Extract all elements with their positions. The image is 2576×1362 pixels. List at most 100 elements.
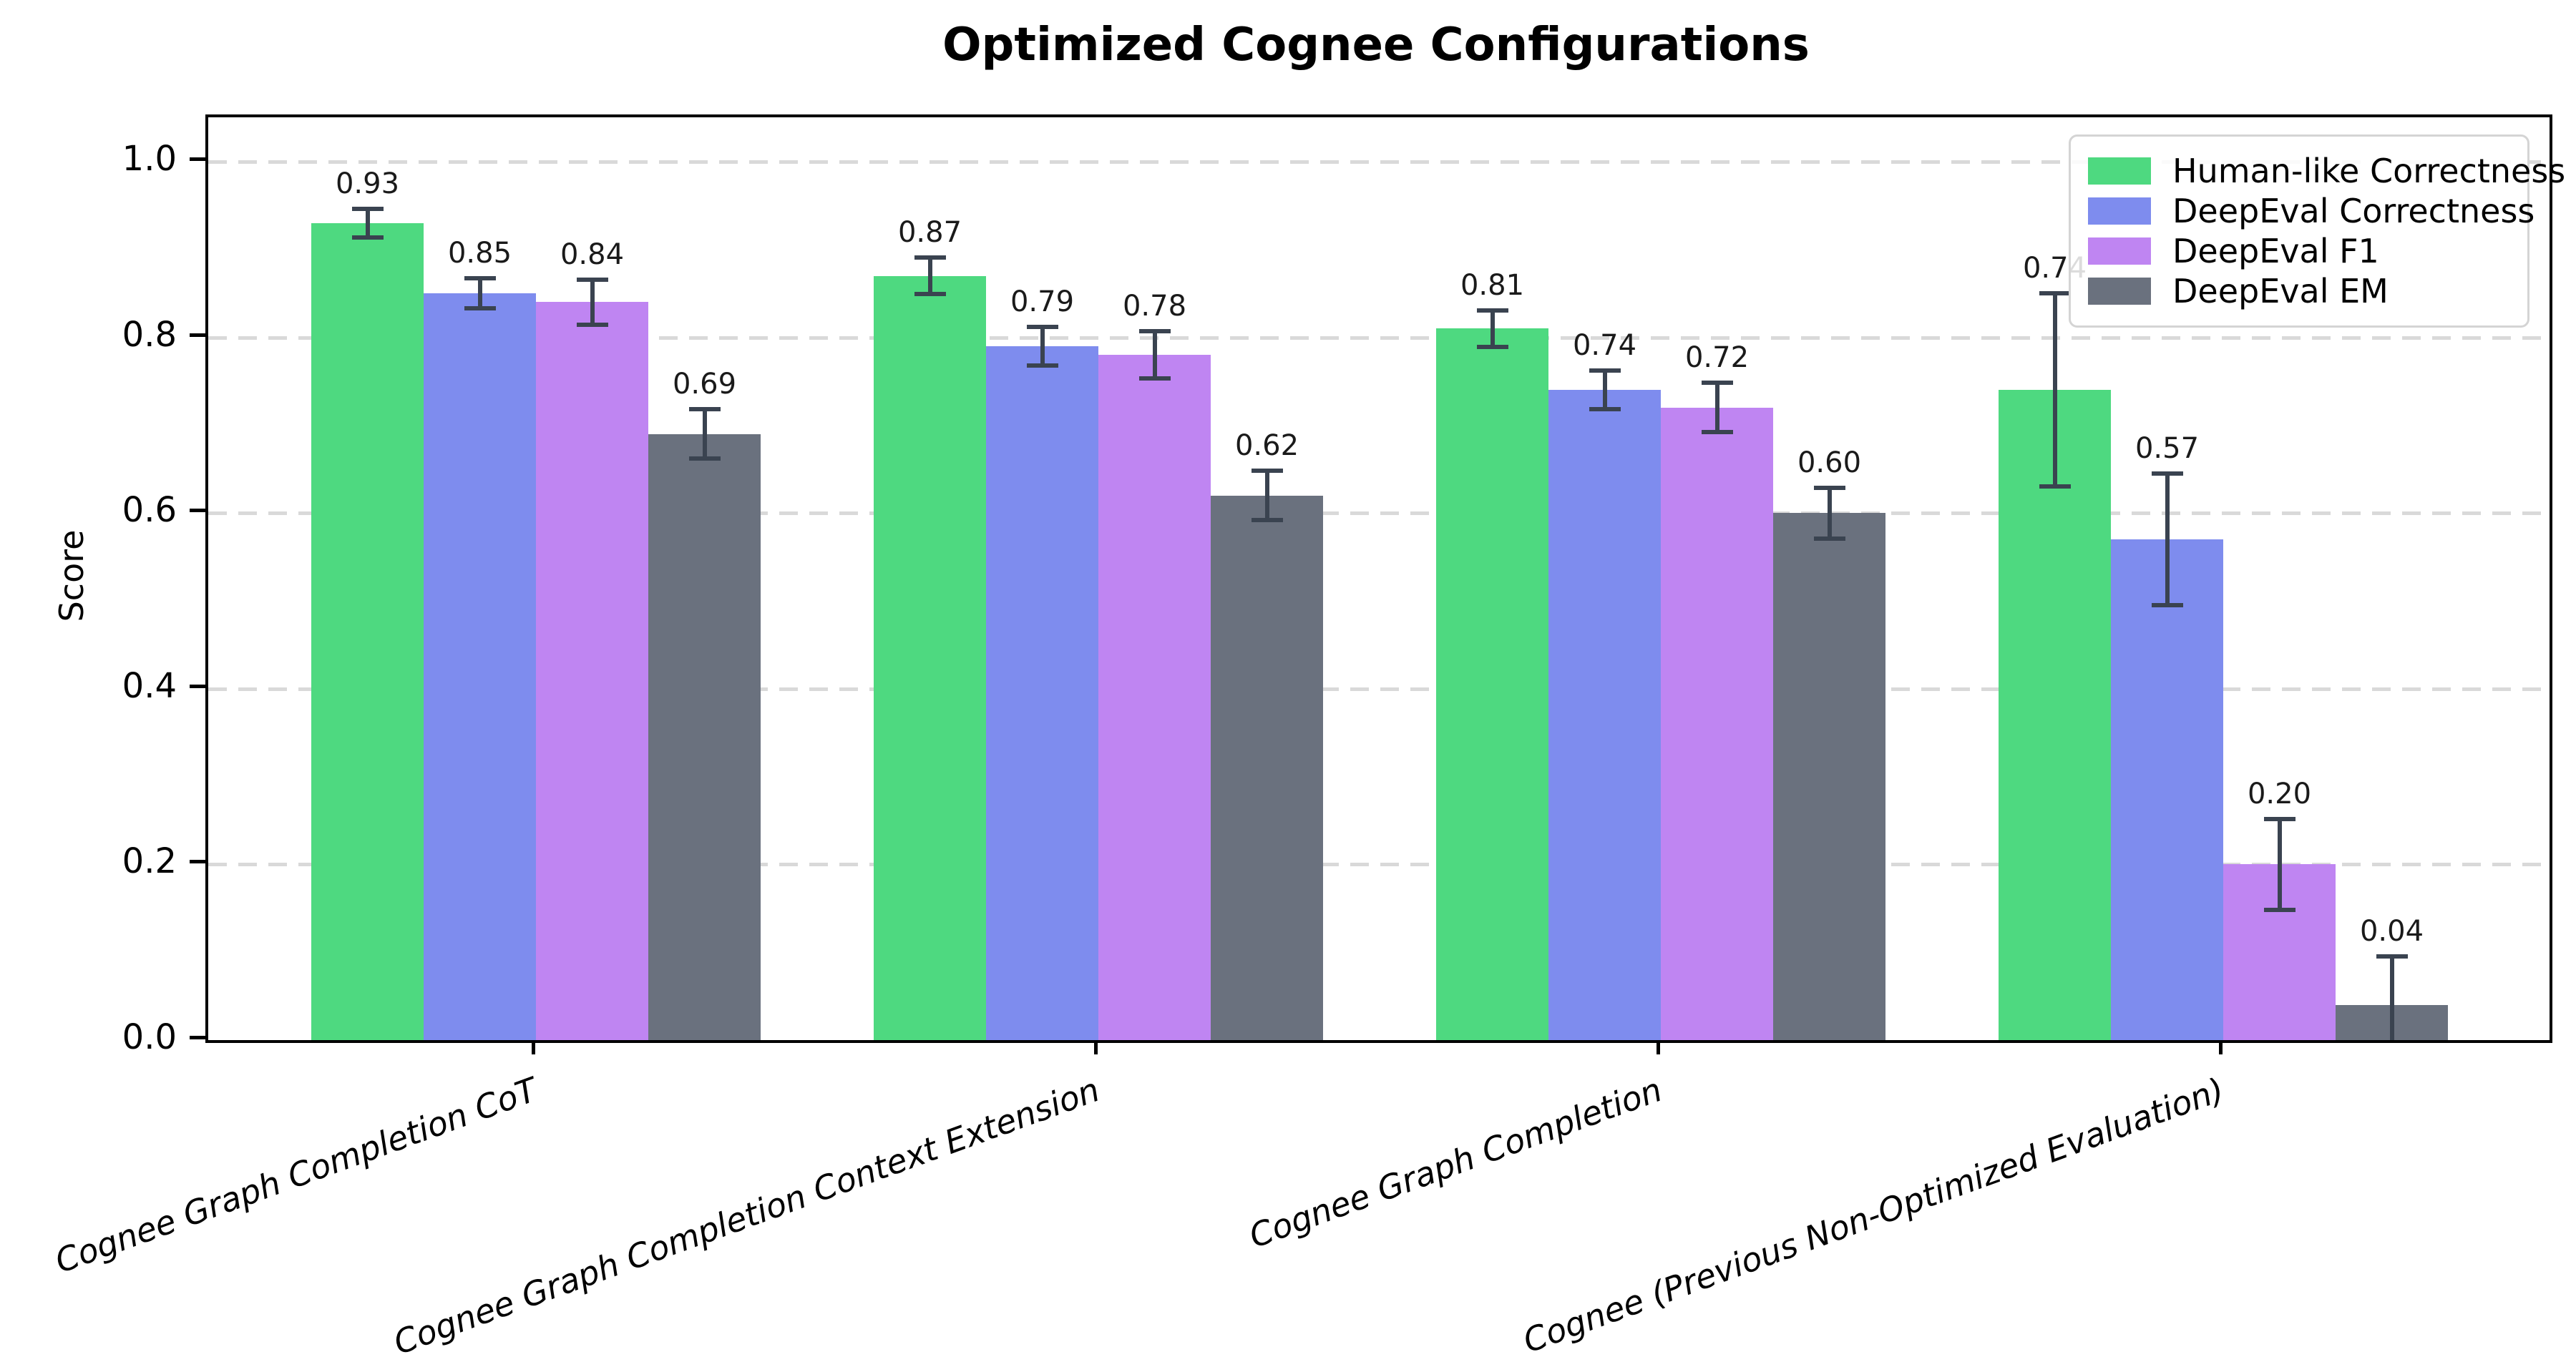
bar-value-label: 0.84 [560, 237, 625, 271]
bar [986, 346, 1098, 1040]
legend-swatch [2088, 197, 2151, 225]
bar-value-label: 0.57 [2135, 431, 2200, 465]
error-bar-cap [914, 292, 946, 297]
legend-label: DeepEval EM [2172, 272, 2389, 310]
error-bar-cap [1026, 324, 1058, 329]
bar [874, 275, 986, 1040]
bar-value-label: 0.93 [335, 167, 400, 201]
error-bar-cap [1138, 329, 1171, 333]
x-tick-label: Cognee Graph Completion [1244, 1070, 1667, 1256]
legend-label: DeepEval F1 [2172, 232, 2379, 270]
bar-value-label: 0.04 [2359, 915, 2424, 949]
legend: Human-like Correctness DeepEval Correctne… [2069, 134, 2565, 328]
legend-item: DeepEval F1 [2088, 231, 2510, 271]
legend-label: DeepEval Correctness [2172, 192, 2535, 230]
y-tick-label: 0.4 [122, 665, 177, 706]
bar-value-label: 0.87 [897, 215, 962, 249]
bar [1548, 390, 1661, 1040]
error-bar-cap [1813, 536, 1845, 541]
bar [1211, 495, 1323, 1040]
bar-value-label: 0.60 [1797, 446, 1862, 479]
error-bar-cap [2151, 603, 2183, 608]
error-bar-cap [1476, 345, 1508, 350]
error-bar [1152, 331, 1157, 379]
x-tick [1094, 1040, 1098, 1054]
error-bar-cap [351, 235, 384, 240]
error-bar [2277, 818, 2282, 911]
error-bar [1490, 310, 1495, 348]
gridline [208, 863, 2550, 867]
x-tick-label: Cognee Graph Completion CoT [49, 1070, 542, 1281]
error-bar-cap [1589, 407, 1621, 412]
legend-item: DeepEval Correctness [2088, 191, 2534, 231]
y-tick-label: 0.8 [122, 314, 177, 355]
legend-label: Human-like Correctness [2172, 152, 2566, 190]
error-bar-cap [464, 306, 496, 311]
gridline [208, 687, 2550, 691]
error-bar-cap [351, 207, 384, 212]
error-bar-cap [1138, 376, 1171, 381]
gridline [208, 335, 2550, 340]
error-bar-cap [2263, 816, 2296, 821]
error-bar [1714, 383, 1719, 433]
bar-value-label: 0.85 [447, 237, 512, 270]
y-tick [190, 1036, 205, 1039]
error-bar-cap [1476, 308, 1508, 313]
error-bar-cap [2151, 471, 2183, 476]
error-bar [702, 409, 707, 459]
y-axis-label: Score [52, 529, 91, 622]
error-bar-cap [1701, 381, 1733, 386]
error-bar-cap [1251, 469, 1283, 474]
bar-value-label: 0.20 [2247, 777, 2312, 810]
bar [311, 222, 424, 1040]
bar-value-label: 0.62 [1234, 429, 1299, 463]
bar [424, 293, 536, 1040]
legend-swatch [2088, 157, 2151, 185]
gridline [208, 160, 2550, 164]
y-tick [190, 333, 205, 337]
x-tick [1657, 1040, 1660, 1054]
y-tick-label: 0.0 [122, 1017, 177, 1057]
error-bar-cap [2263, 908, 2296, 913]
y-tick [190, 509, 205, 513]
error-bar [2052, 293, 2057, 487]
error-bar-cap [688, 456, 721, 461]
bar-chart-figure: Optimized Cognee Configurations Score 0.… [49, 19, 2566, 1362]
y-tick-label: 0.2 [122, 841, 177, 882]
legend-swatch [2088, 237, 2151, 265]
bar [2111, 539, 2223, 1040]
error-bar [1827, 487, 1832, 539]
bar-value-label: 0.81 [1460, 268, 1525, 302]
error-bar-cap [914, 255, 946, 260]
bar [1773, 513, 1885, 1040]
bar-value-label: 0.69 [672, 368, 737, 401]
error-bar-cap [1701, 430, 1733, 435]
error-bar-cap [2039, 291, 2071, 296]
error-bar [590, 279, 595, 325]
bar [536, 302, 648, 1040]
bar [1436, 328, 1548, 1040]
legend-swatch [2088, 278, 2151, 305]
y-tick [190, 860, 205, 864]
error-bar-cap [2376, 954, 2408, 959]
legend-item: Human-like Correctness [2088, 151, 2565, 191]
gridline [208, 511, 2550, 516]
error-bar [2389, 956, 2394, 1040]
error-bar [365, 209, 370, 237]
bar [1098, 355, 1211, 1040]
error-bar-cap [688, 407, 721, 412]
error-bar-cap [1813, 485, 1845, 490]
x-tick [2219, 1040, 2223, 1054]
bar-value-label: 0.78 [1122, 290, 1187, 323]
chart-title: Optimized Cognee Configurations [942, 19, 1810, 72]
error-bar [1040, 326, 1045, 366]
bar [1661, 407, 1773, 1040]
error-bar [1602, 371, 1607, 410]
error-bar-cap [1026, 363, 1058, 368]
bar-value-label: 0.79 [1010, 285, 1075, 318]
error-bar-cap [464, 276, 496, 281]
bar-value-label: 0.72 [1684, 341, 1750, 375]
error-bar-cap [1251, 518, 1283, 523]
bar [1999, 390, 2111, 1040]
error-bar-cap [1589, 368, 1621, 373]
